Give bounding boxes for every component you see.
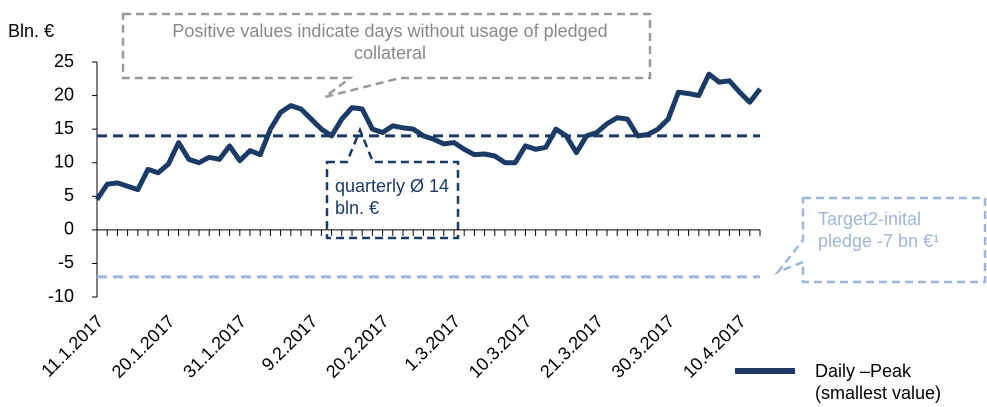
callout-box xyxy=(774,196,987,284)
y-tick-label: 20 xyxy=(54,84,74,104)
x-tick-label: 11.1.2017 xyxy=(37,311,107,381)
y-tick-label: 10 xyxy=(54,151,74,171)
series-line xyxy=(94,71,762,202)
y-tick-label: 25 xyxy=(54,51,74,71)
y-tick-label: -10 xyxy=(48,286,74,306)
y-tick-label: 15 xyxy=(54,118,74,138)
x-tick-label: 1.3.2017 xyxy=(400,311,464,375)
y-tick-label: 5 xyxy=(64,185,74,205)
y-tick-label: 0 xyxy=(64,219,74,239)
y-tick-label: -5 xyxy=(58,252,74,272)
annotation: Positive values indicate days without us… xyxy=(172,21,608,63)
annotation: quarterly Ø 14 bln. € xyxy=(335,176,450,218)
annotation: Target2-inital pledge -7 bn €¹ xyxy=(818,209,940,251)
x-tick-label: 30.3.2017 xyxy=(608,311,679,382)
x-tick-label: 21.3.2017 xyxy=(536,311,607,382)
x-tick-label: 9.2.2017 xyxy=(258,311,322,375)
x-tick-label: 31.1.2017 xyxy=(179,311,250,382)
x-tick-label: 10.3.2017 xyxy=(465,311,536,382)
x-tick-label: 20.2.2017 xyxy=(322,311,393,382)
x-tick-label: 20.1.2017 xyxy=(108,311,179,382)
callout-box xyxy=(121,12,652,99)
legend-label: Daily –Peak (smallest value) xyxy=(815,361,942,403)
y-axis-label: Bln. € xyxy=(8,21,54,41)
callout-box xyxy=(325,126,460,240)
